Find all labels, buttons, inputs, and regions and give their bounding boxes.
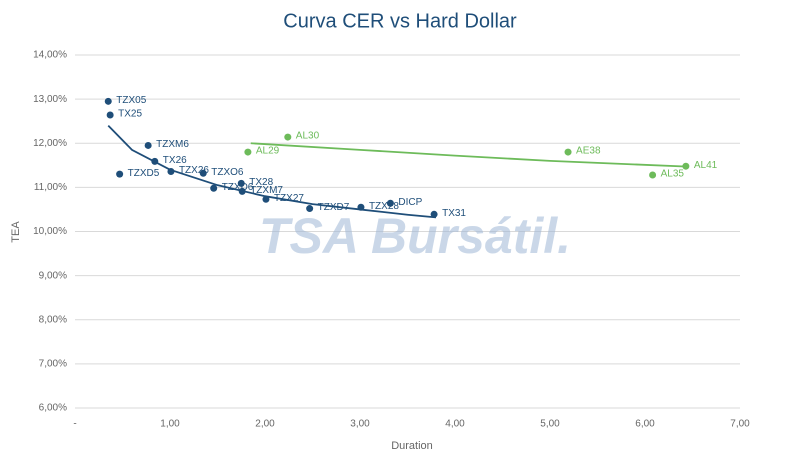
- y-tick-label: 14,00%: [33, 50, 67, 61]
- point-label: AL35: [661, 169, 685, 180]
- x-tick-label: 1,00: [160, 419, 180, 430]
- y-tick-label: 8,00%: [39, 314, 67, 325]
- trendline: [250, 142, 688, 168]
- y-tick-label: 9,00%: [39, 270, 67, 281]
- point-label: TZXO6: [211, 167, 244, 178]
- x-tick-label: 7,00: [730, 419, 750, 430]
- data-point: [564, 148, 572, 156]
- x-tick-label: 4,00: [445, 419, 465, 430]
- point-label: TZXD7: [318, 202, 350, 213]
- data-point: [306, 205, 314, 213]
- y-tick-label: 10,00%: [33, 226, 67, 237]
- data-point: [649, 171, 657, 179]
- data-point: [237, 179, 245, 187]
- data-point: [151, 157, 159, 165]
- chart-title: Curva CER vs Hard Dollar: [283, 10, 517, 32]
- point-label: AE38: [576, 146, 601, 157]
- data-point: [104, 97, 112, 105]
- point-label: TZX05: [116, 95, 146, 106]
- y-tick-label: 12,00%: [33, 138, 67, 149]
- data-point: [210, 184, 218, 192]
- point-label: TX25: [118, 109, 142, 120]
- x-axis-title: Duration: [391, 440, 433, 452]
- data-point: [167, 167, 175, 175]
- data-point: [682, 162, 690, 170]
- watermark: TSA Bursátil.: [259, 208, 571, 264]
- point-label: DICP: [398, 197, 422, 208]
- data-point: [357, 203, 365, 211]
- point-label: TZX27: [274, 193, 304, 204]
- x-tick-label: 6,00: [635, 419, 655, 430]
- data-point: [116, 170, 124, 178]
- point-label: TX26: [163, 155, 187, 166]
- data-point: [144, 141, 152, 149]
- data-point: [238, 187, 246, 195]
- x-tick-label: 2,00: [255, 419, 275, 430]
- point-label: TZX26: [179, 165, 209, 176]
- data-point: [262, 195, 270, 203]
- y-tick-label: 11,00%: [34, 182, 67, 193]
- x-tick-label: -: [73, 419, 76, 430]
- data-point: [199, 169, 207, 177]
- point-label: TZXD5: [128, 168, 160, 179]
- point-label: TZXM6: [156, 139, 189, 150]
- point-label: TZXD6: [222, 182, 254, 193]
- y-tick-label: 7,00%: [39, 359, 67, 370]
- data-point: [284, 133, 292, 141]
- data-point: [244, 148, 252, 156]
- y-tick-label: 13,00%: [33, 94, 67, 105]
- point-label: AL41: [694, 160, 718, 171]
- data-point: [430, 210, 438, 218]
- point-label: AL29: [256, 146, 280, 157]
- point-label: AL30: [296, 131, 320, 142]
- x-tick-label: 3,00: [350, 419, 370, 430]
- point-label: TX28: [249, 177, 273, 188]
- x-tick-label: 5,00: [540, 419, 560, 430]
- y-axis-title: TEA: [10, 221, 22, 243]
- point-label: TZXM7: [250, 185, 283, 196]
- point-label: TZX28: [369, 201, 399, 212]
- y-tick-label: 6,00%: [39, 403, 67, 414]
- point-label: TX31: [442, 208, 466, 219]
- data-point: [386, 199, 394, 207]
- data-point: [106, 111, 114, 119]
